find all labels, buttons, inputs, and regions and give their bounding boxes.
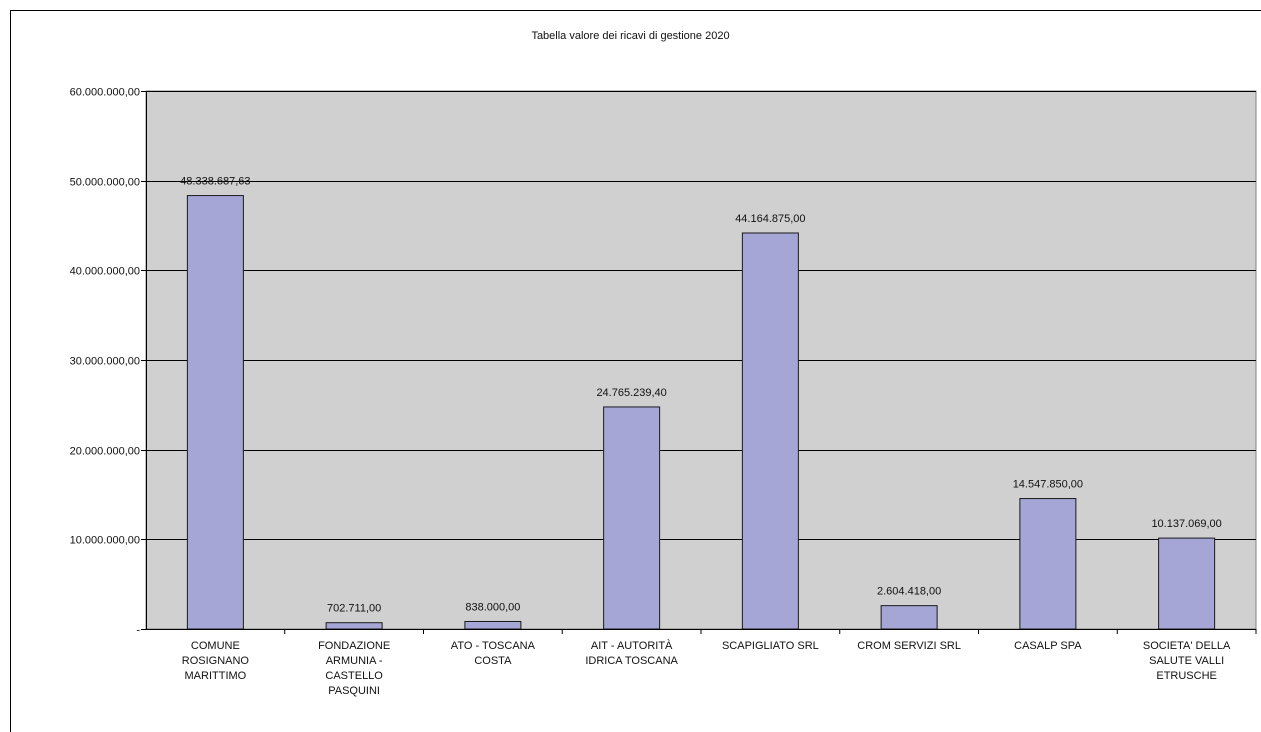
y-tick-label: - bbox=[136, 625, 140, 637]
x-tick-label: ATO - TOSCANA COSTA bbox=[451, 640, 536, 667]
data-label: 838.000,00 bbox=[465, 601, 520, 613]
y-axis: - 10.000.000,00 20.000.000,00 30.000.000,00… bbox=[70, 87, 147, 637]
x-tick-label: SOCIETA' DELLA SALUTE VALLI ETRUSCHE bbox=[1143, 640, 1231, 682]
data-label: 10.137.069,00 bbox=[1151, 518, 1221, 530]
x-tick-label-line: MARITTIMO bbox=[185, 670, 247, 682]
x-tick-label-line: ARMUNIA - bbox=[326, 655, 383, 667]
bar bbox=[1158, 537, 1216, 630]
x-tick-label-line: FONDAZIONE bbox=[318, 640, 390, 652]
data-label: 44.164.875,00 bbox=[735, 213, 805, 225]
bar bbox=[325, 622, 383, 630]
x-tick-label: AIT - AUTORITÀ IDRICA TOSCANA bbox=[585, 639, 678, 667]
x-tick-label-line: PASQUINI bbox=[328, 685, 380, 697]
x-tick-label: COMUNE ROSIGNANO MARITTIMO bbox=[182, 640, 250, 682]
y-tick-label: 60.000.000,00 bbox=[70, 87, 140, 99]
bar bbox=[603, 406, 661, 630]
data-label: 702.711,00 bbox=[327, 603, 381, 615]
y-tick-label: 20.000.000,00 bbox=[70, 446, 140, 458]
x-tick-label-line: SOCIETA' DELLA bbox=[1143, 640, 1231, 652]
data-label: 14.547.850,00 bbox=[1013, 479, 1083, 491]
x-tick-label: FONDAZIONE ARMUNIA - CASTELLO PASQUINI bbox=[318, 640, 390, 697]
gridlines bbox=[146, 91, 1256, 540]
x-tick-label-line: IDRICA TOSCANA bbox=[585, 655, 678, 667]
x-tick-label-line: COMUNE bbox=[191, 640, 240, 652]
chart-frame bbox=[10, 10, 1261, 732]
x-axis: COMUNE ROSIGNANO MARITTIMO FONDAZIONE ARMUNI… bbox=[146, 629, 1257, 697]
x-tick-label-line: ROSIGNANO bbox=[182, 655, 250, 667]
y-tick-label: 40.000.000,00 bbox=[70, 266, 140, 278]
x-tick-label-line: AIT - AUTORITÀ bbox=[591, 639, 673, 652]
bar bbox=[186, 195, 244, 630]
x-tick-label-line: ATO - TOSCANA bbox=[451, 640, 536, 652]
y-tick-label: 10.000.000,00 bbox=[70, 535, 140, 547]
bar bbox=[880, 605, 938, 630]
x-tick-label-line: CASTELLO bbox=[325, 670, 383, 682]
y-tick-label: 50.000.000,00 bbox=[70, 177, 140, 189]
x-tick-label: CROM SERVIZI SRL bbox=[857, 640, 961, 652]
bars bbox=[186, 195, 1216, 630]
data-label: 2.604.418,00 bbox=[877, 586, 941, 598]
x-tick-label-line: COSTA bbox=[474, 655, 512, 667]
bar bbox=[741, 232, 799, 630]
data-labels: 48.338.687,63 702.711,00 838.000,00 24.765.… bbox=[180, 176, 1222, 615]
x-tick-label-line: SCAPIGLIATO SRL bbox=[722, 640, 819, 652]
bar bbox=[1019, 498, 1077, 630]
data-label: 24.765.239,40 bbox=[596, 387, 666, 399]
data-label: 48.338.687,63 bbox=[180, 176, 250, 188]
x-tick-label: SCAPIGLIATO SRL bbox=[722, 640, 819, 652]
bar bbox=[464, 620, 522, 630]
x-tick-label: CASALP SPA bbox=[1014, 640, 1082, 652]
chart-title: Tabella valore dei ricavi di gestione 20… bbox=[531, 30, 730, 42]
x-tick-label-line: SALUTE VALLI bbox=[1149, 655, 1224, 667]
x-tick-label-line: CROM SERVIZI SRL bbox=[857, 640, 961, 652]
y-tick-label: 30.000.000,00 bbox=[70, 356, 140, 368]
x-tick-label-line: CASALP SPA bbox=[1014, 640, 1082, 652]
x-tick-label-line: ETRUSCHE bbox=[1156, 670, 1217, 682]
